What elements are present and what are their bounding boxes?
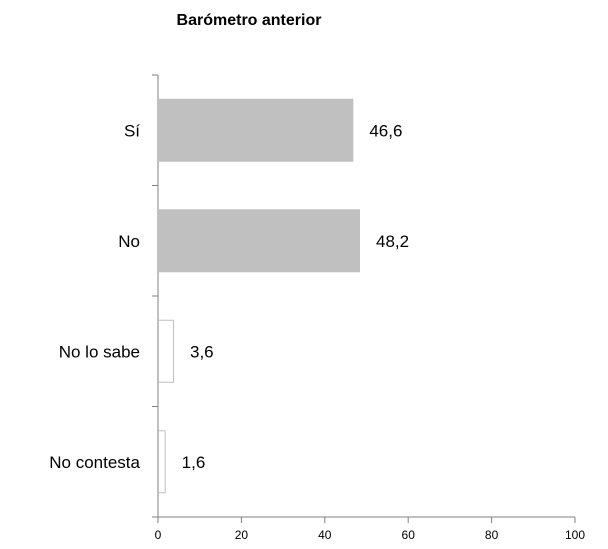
x-tick-label: 40: [318, 528, 332, 542]
category-label: No lo sabe: [59, 342, 140, 361]
data-label: 48,2: [376, 232, 409, 251]
bar-1: [158, 98, 354, 162]
bar-3: [158, 319, 175, 383]
x-tick-label: 100: [565, 528, 585, 542]
category-label: No contesta: [49, 453, 140, 472]
data-label: 3,6: [190, 342, 214, 361]
bar-4: [158, 430, 166, 494]
bar-2: [158, 209, 360, 273]
x-tick-label: 80: [485, 528, 499, 542]
chart-title: Barómetro anterior: [177, 12, 322, 29]
x-tick-label: 0: [155, 528, 162, 542]
plot-area: 0 20 40 60 80 100 Sí 46,6 No 48,2 No lo sabe 3,6 No …: [49, 74, 585, 542]
category-label: No: [118, 232, 140, 251]
x-tick-label: 20: [235, 528, 249, 542]
data-label: 46,6: [369, 121, 402, 140]
data-label: 1,6: [182, 453, 206, 472]
x-tick-label: 60: [402, 528, 416, 542]
category-label: Sí: [124, 121, 140, 140]
